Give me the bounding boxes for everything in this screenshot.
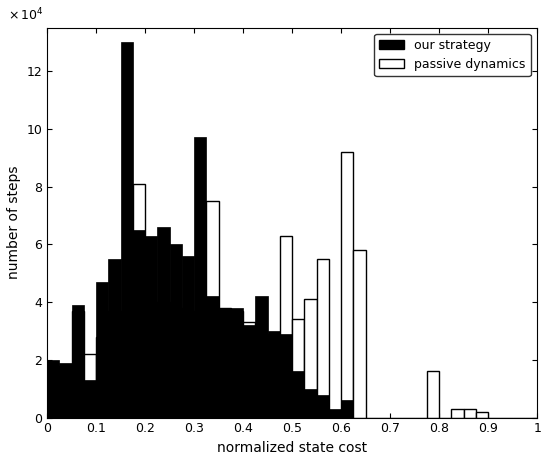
Bar — [157, 227, 170, 418]
Bar — [72, 305, 84, 418]
Bar — [305, 389, 317, 418]
Bar — [353, 250, 366, 418]
Bar — [121, 42, 133, 418]
Bar — [317, 259, 329, 418]
Bar — [329, 409, 341, 418]
Bar — [292, 319, 305, 418]
Bar — [72, 311, 84, 418]
Bar — [292, 371, 305, 418]
Bar — [84, 380, 96, 418]
Bar — [60, 365, 72, 418]
Bar — [47, 360, 60, 418]
Bar — [231, 311, 243, 418]
X-axis label: normalized state cost: normalized state cost — [217, 441, 367, 455]
Bar — [243, 325, 255, 418]
Text: $\times\,10^4$: $\times\,10^4$ — [8, 6, 43, 23]
Bar — [194, 137, 207, 418]
Bar — [219, 308, 231, 418]
Bar — [109, 311, 121, 418]
Bar — [145, 305, 157, 418]
Bar — [341, 152, 353, 418]
Legend: our strategy, passive dynamics: our strategy, passive dynamics — [374, 34, 531, 76]
Bar — [255, 296, 267, 418]
Bar — [182, 311, 194, 418]
Bar — [280, 236, 292, 418]
Bar — [96, 282, 109, 418]
Bar — [219, 308, 231, 418]
Bar — [157, 302, 170, 418]
Bar — [317, 395, 329, 418]
Bar — [60, 363, 72, 418]
Bar — [145, 236, 157, 418]
Bar — [427, 371, 439, 418]
Bar — [109, 259, 121, 418]
Bar — [452, 409, 464, 418]
Bar — [267, 331, 280, 418]
Bar — [96, 337, 109, 418]
Bar — [341, 400, 353, 418]
Bar — [84, 354, 96, 418]
Bar — [133, 184, 145, 418]
Bar — [476, 412, 488, 418]
Bar — [207, 296, 219, 418]
Bar — [170, 244, 182, 418]
Bar — [170, 308, 182, 418]
Bar — [133, 230, 145, 418]
Bar — [305, 299, 317, 418]
Bar — [182, 256, 194, 418]
Bar — [464, 409, 476, 418]
Bar — [207, 201, 219, 418]
Bar — [231, 308, 243, 418]
Bar — [255, 346, 267, 418]
Bar — [280, 334, 292, 418]
Bar — [243, 322, 255, 418]
Bar — [267, 334, 280, 418]
Y-axis label: number of steps: number of steps — [7, 166, 21, 280]
